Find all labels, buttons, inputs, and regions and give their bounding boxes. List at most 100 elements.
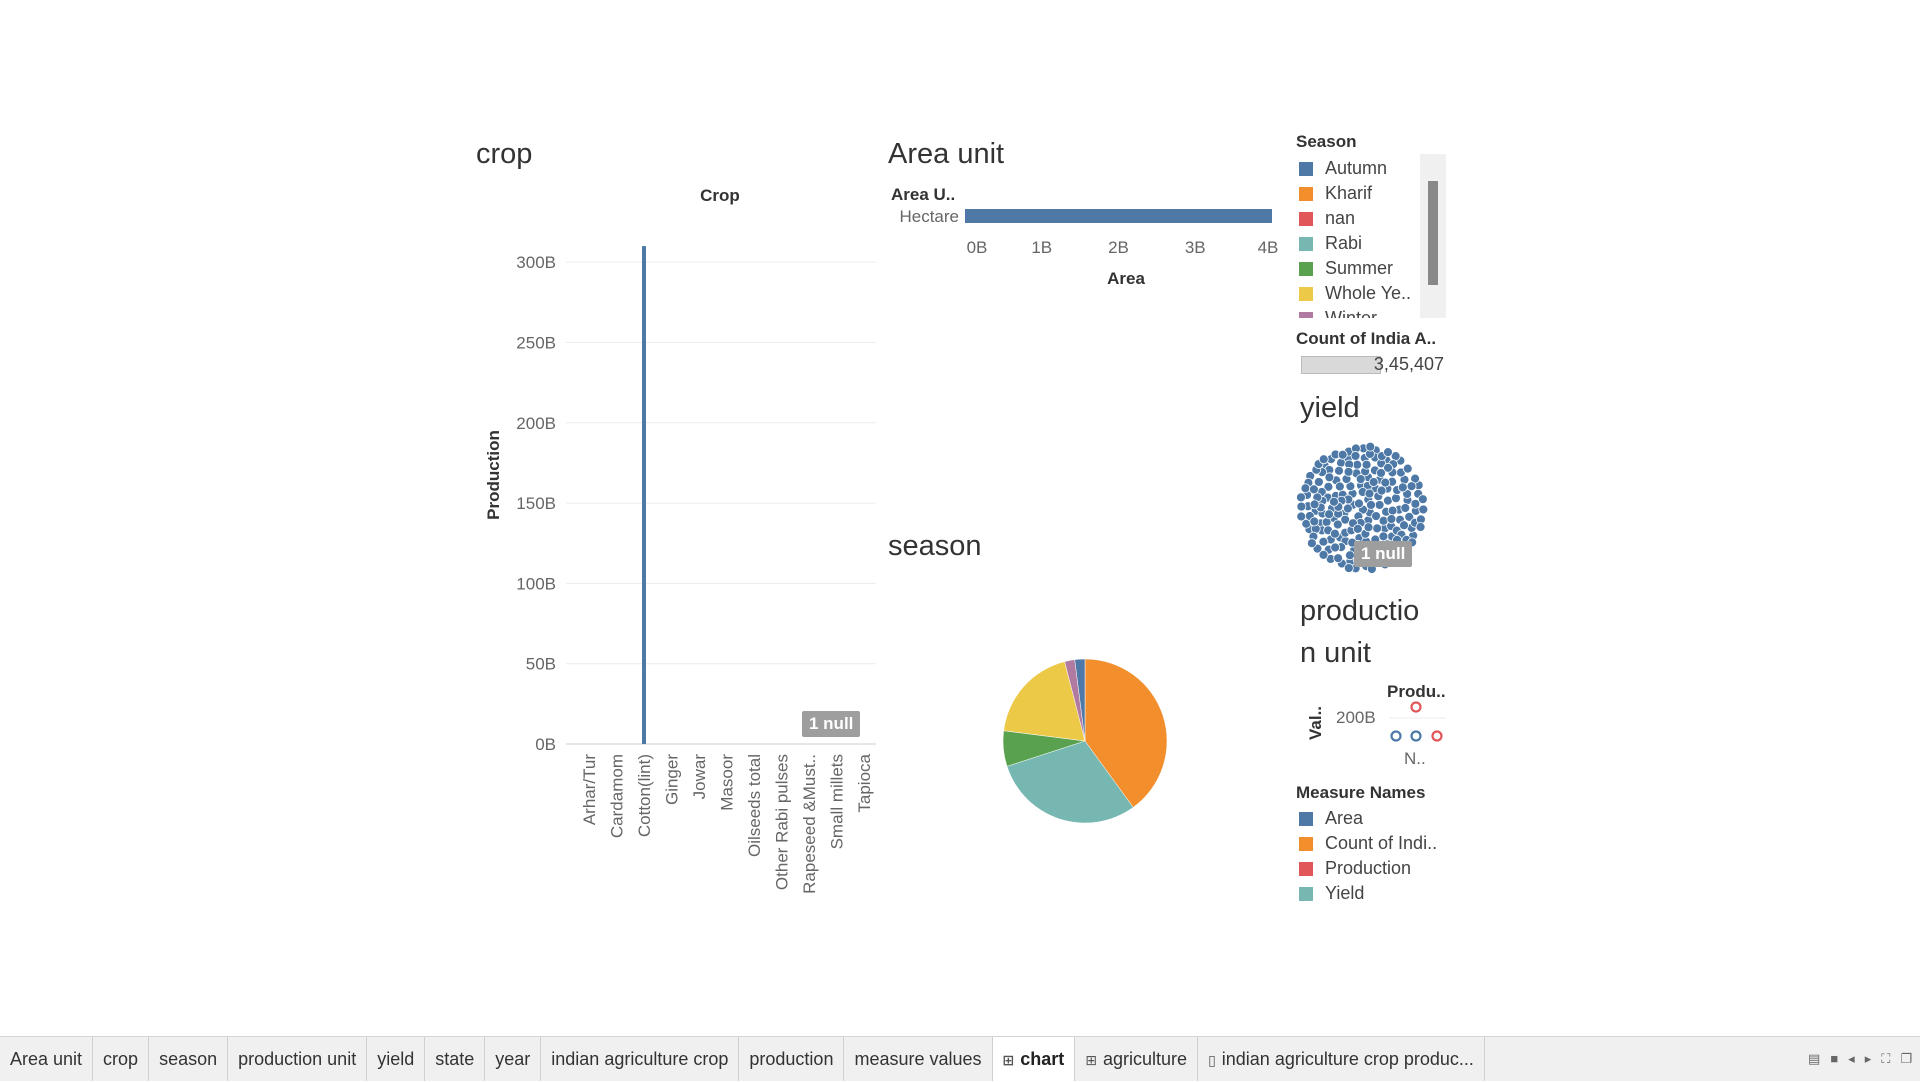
- season-legend-label: nan: [1325, 208, 1356, 228]
- yield-bubble: [1334, 481, 1345, 492]
- yield-bubble: [1306, 538, 1317, 549]
- yield-bubble: [1318, 536, 1329, 547]
- yield-bubble: [1345, 481, 1356, 492]
- sheet-tab[interactable]: crop: [93, 1037, 150, 1081]
- measure-legend-item[interactable]: Yield: [1299, 881, 1449, 906]
- sheet-tab[interactable]: Area unit: [0, 1037, 94, 1081]
- sheet-tab[interactable]: ⊞ chart: [992, 1037, 1076, 1081]
- yield-bubble: [1323, 525, 1334, 536]
- pie-slice[interactable]: [1064, 659, 1086, 742]
- yield-bubble: [1304, 524, 1315, 535]
- sheet-tab[interactable]: production unit: [228, 1037, 368, 1081]
- tab-bar-controls: ▤ ■ ◂ ▸ ⛶ ❐: [1808, 1051, 1912, 1067]
- measure-legend-swatch: [1299, 836, 1313, 851]
- sheet-tab[interactable]: year: [485, 1037, 542, 1081]
- yield-bubble: [1305, 471, 1316, 481]
- yield-sheet-title: yield: [1300, 392, 1360, 424]
- yield-bubble: [1363, 472, 1374, 483]
- measure-names-legend[interactable]: Area Count of Indi.. Production Yield: [1299, 806, 1449, 906]
- yield-bubble: [1378, 515, 1389, 526]
- yield-bubble: [1387, 476, 1398, 487]
- pie-slice[interactable]: [1002, 730, 1086, 767]
- crop-y-tick: 100B: [516, 574, 556, 593]
- season-legend-item[interactable]: Kharif: [1299, 181, 1419, 206]
- yield-bubble: [1410, 517, 1420, 528]
- yield-bubble: [1358, 443, 1369, 454]
- yield-bubble: [1343, 563, 1354, 573]
- season-legend-item[interactable]: Winter: [1299, 306, 1419, 318]
- yield-bubble: [1325, 534, 1336, 545]
- season-legend[interactable]: Autumn Kharif nan Rabi Summer Whole Ye.. Winte…: [1299, 156, 1419, 318]
- season-legend-item[interactable]: Summer: [1299, 256, 1419, 281]
- measure-legend-item[interactable]: Production: [1299, 856, 1449, 881]
- crop-x-tick: Cardamom: [608, 754, 627, 838]
- yield-bubble: [1363, 522, 1374, 533]
- show-filmstrip-icon[interactable]: ▤: [1808, 1051, 1821, 1066]
- sheet-tab[interactable]: season: [149, 1037, 229, 1081]
- count-legend-bar: [1301, 356, 1381, 374]
- yield-bubble: [1402, 495, 1413, 506]
- measure-legend-item[interactable]: Area: [1299, 806, 1449, 831]
- pie-slice[interactable]: [1003, 661, 1086, 742]
- yield-bubble: [1330, 449, 1341, 460]
- yield-bubble: [1302, 490, 1312, 500]
- season-legend-label: Kharif: [1325, 183, 1373, 203]
- fit-icon[interactable]: ⛶: [1881, 1051, 1891, 1066]
- measure-legend-label: Count of Indi..: [1325, 833, 1438, 853]
- season-legend-item[interactable]: nan: [1299, 206, 1419, 231]
- yield-bubble: [1382, 483, 1393, 494]
- measure-legend-item[interactable]: Count of Indi..: [1299, 831, 1449, 856]
- yield-bubble: [1343, 453, 1354, 463]
- sheet-tab[interactable]: state: [425, 1037, 486, 1081]
- season-legend-scrollbar[interactable]: [1420, 154, 1446, 318]
- sheet-tab[interactable]: production: [739, 1037, 845, 1081]
- crop-x-tick: Ginger: [663, 754, 682, 805]
- sheet-tab[interactable]: yield: [367, 1037, 426, 1081]
- sheet-tab-label: measure values: [854, 1049, 982, 1069]
- sheet-tab[interactable]: indian agriculture crop: [541, 1037, 740, 1081]
- next-sheet-icon[interactable]: ▸: [1864, 1051, 1872, 1066]
- yield-bubble: [1392, 485, 1402, 495]
- yield-bubble: [1383, 447, 1393, 458]
- sheet-tab[interactable]: ⊞ agriculture: [1075, 1037, 1199, 1081]
- yield-bubble: [1399, 520, 1409, 531]
- measure-legend-label: Production: [1325, 858, 1412, 878]
- show-tabs-icon[interactable]: ■: [1830, 1051, 1839, 1066]
- yield-bubble: [1348, 518, 1358, 529]
- season-legend-scroll-thumb[interactable]: [1428, 181, 1438, 285]
- crop-bar[interactable]: [642, 246, 646, 744]
- season-legend-swatch: [1299, 261, 1313, 276]
- prev-sheet-icon[interactable]: ◂: [1848, 1051, 1855, 1066]
- crop-null-badge[interactable]: 1 null: [802, 711, 861, 737]
- yield-bubble: [1339, 508, 1350, 519]
- yield-bubble: [1415, 522, 1426, 532]
- yield-bubble: [1311, 464, 1322, 475]
- season-legend-item[interactable]: Whole Ye..: [1299, 281, 1419, 306]
- sheet-tab[interactable]: ▯ indian agriculture crop produc...: [1198, 1037, 1485, 1081]
- crop-y-tick: 250B: [516, 333, 556, 352]
- yield-bubble: [1310, 523, 1321, 534]
- season-legend-item[interactable]: Rabi: [1299, 231, 1419, 256]
- yield-bubble: [1296, 501, 1307, 512]
- fullscreen-icon[interactable]: ❐: [1900, 1051, 1912, 1066]
- count-legend-value: 3,45,407: [1373, 354, 1444, 374]
- production-unit-title: productio n unit: [1300, 590, 1419, 674]
- yield-bubble: [1376, 468, 1386, 478]
- yield-bubble: [1330, 528, 1340, 539]
- pie-slice[interactable]: [1074, 658, 1086, 742]
- season-legend-swatch: [1299, 236, 1313, 251]
- yield-bubble: [1309, 484, 1319, 495]
- yield-bubble: [1356, 480, 1366, 491]
- sheet-tab-label: chart: [1020, 1049, 1065, 1069]
- area-bar[interactable]: [965, 209, 1272, 223]
- yield-null-badge[interactable]: 1 null: [1354, 541, 1413, 567]
- crop-sheet-title: crop: [476, 138, 533, 170]
- season-legend-swatch: [1299, 211, 1313, 226]
- sheet-tab[interactable]: measure values: [844, 1037, 993, 1081]
- yield-bubble: [1329, 496, 1339, 507]
- season-legend-item[interactable]: Autumn: [1299, 156, 1419, 181]
- yield-bubble: [1400, 503, 1411, 513]
- pie-slice[interactable]: [1084, 658, 1168, 808]
- yield-bubble: [1353, 511, 1364, 522]
- pie-slice[interactable]: [1006, 740, 1134, 824]
